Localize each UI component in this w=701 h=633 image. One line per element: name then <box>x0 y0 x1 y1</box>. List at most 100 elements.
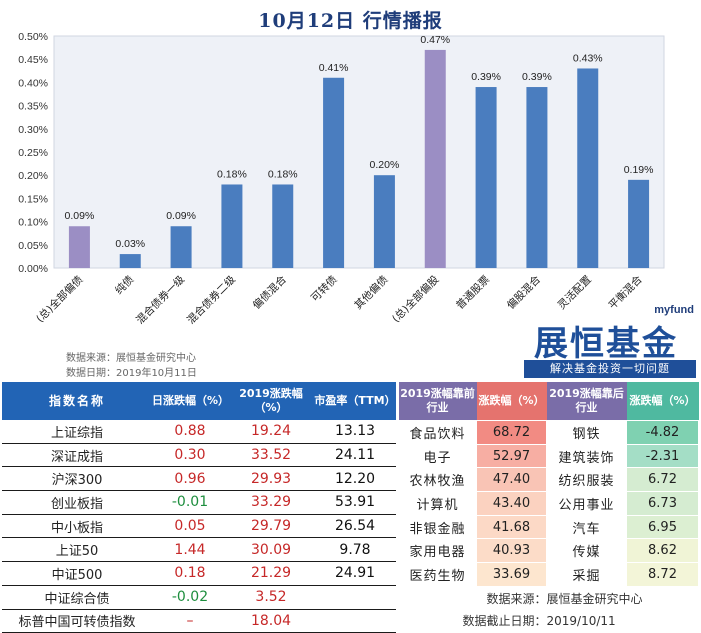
logo-brand-text: 展恒基金 <box>534 324 678 364</box>
index-day-change: 0.18 <box>152 561 228 586</box>
header-ytd-change: 2019涨跌幅（%） <box>228 382 314 420</box>
index-pe <box>314 585 396 610</box>
index-pe: 26.54 <box>314 514 396 539</box>
index-pe <box>314 609 396 633</box>
top-industry-name: 医药生物 <box>398 562 477 587</box>
bar <box>119 254 141 268</box>
bar <box>170 226 192 268</box>
index-name: 创业板指 <box>2 490 152 515</box>
index-name: 中证综合债 <box>2 585 152 610</box>
data-label: 0.41% <box>319 62 349 74</box>
data-label: 0.39% <box>471 71 501 83</box>
y-tick-label: 0.40% <box>18 77 48 89</box>
index-ytd-change: 29.93 <box>228 466 314 492</box>
header-top-change: 涨跌幅（%） <box>476 382 547 421</box>
index-pe: 53.91 <box>314 490 396 515</box>
index-table: 指数名称 日涨跌幅（%） 2019涨跌幅（%） 市盈率（TTM） 上证综指 0.8… <box>2 382 396 633</box>
header-day-change: 日涨跌幅（%） <box>152 382 228 420</box>
header-index-name: 指数名称 <box>2 382 152 420</box>
index-row: 上证综指 0.88 19.24 13.13 <box>2 420 396 444</box>
plot-area <box>53 35 665 269</box>
y-tick-label: 0.35% <box>18 101 48 113</box>
bar <box>475 87 497 268</box>
top-industry-name: 农林牧渔 <box>398 467 477 493</box>
bottom-industry-name: 公用事业 <box>546 491 627 516</box>
data-label: 0.20% <box>370 159 400 171</box>
x-tick-label: 偏债混合 <box>250 273 289 312</box>
data-label: 0.18% <box>268 168 298 180</box>
data-label: 0.18% <box>217 168 247 180</box>
industry-row: 电子 52.97 建筑装饰 -2.31 <box>398 443 699 469</box>
index-day-change: 0.88 <box>152 420 228 444</box>
bar-chart: 0.00% 0.05% 0.10% 0.15% 0.20% 0.25% 0.30% 0.35%… <box>18 32 665 327</box>
index-pe: 12.20 <box>314 466 396 492</box>
index-row: 沪深300 0.96 29.93 12.20 <box>2 466 396 492</box>
top-industry-change: 52.97 <box>476 443 547 469</box>
bottom-industry-name: 建筑装饰 <box>546 443 627 469</box>
bottom-industry-change: 6.73 <box>626 491 699 516</box>
data-label: 0.47% <box>420 34 450 46</box>
industry-source-value: 展恒基金研究中心 <box>546 586 699 610</box>
index-pe: 13.13 <box>314 420 396 444</box>
index-ytd-change: 33.52 <box>228 443 314 468</box>
y-tick-label: 0.30% <box>18 124 48 136</box>
x-tick-label: 混合债券一级 <box>133 273 187 327</box>
bar <box>221 184 243 268</box>
industry-source-label: 数据来源： <box>398 586 547 610</box>
x-tick-label: 混合债券二级 <box>184 273 238 327</box>
bottom-industry-change: 8.72 <box>626 562 699 587</box>
index-ytd-change: 30.09 <box>228 537 314 563</box>
index-name: 沪深300 <box>2 466 152 492</box>
data-label: 0.09% <box>65 210 95 222</box>
y-tick-label: 0.50% <box>18 32 48 43</box>
top-industry-name: 电子 <box>398 443 477 469</box>
data-date-note: 数据日期：2019年10月11日 <box>66 368 197 379</box>
x-tick-label: 其他偏债 <box>352 273 391 312</box>
index-row: 深证成指 0.30 33.52 24.11 <box>2 443 396 468</box>
bar <box>272 184 294 268</box>
x-tick-label: 纯债 <box>112 273 136 297</box>
industry-date-row: 数据截止日期： 2019/10/11 <box>398 609 699 633</box>
logo-slogan: 解决基金投资一切问题 <box>524 360 696 378</box>
index-ytd-change: 29.79 <box>228 514 314 539</box>
index-name: 上证综指 <box>2 420 152 444</box>
top-industry-change: 40.93 <box>476 538 547 564</box>
bottom-industry-name: 汽车 <box>546 514 627 540</box>
logo-myfund-text: myfund <box>654 304 694 316</box>
top-industry-change: 33.69 <box>476 562 547 587</box>
industry-row: 非银金融 41.68 汽车 6.95 <box>398 514 699 540</box>
bottom-industry-change: 8.62 <box>626 538 699 564</box>
brand-logo: myfund 展恒基金 解决基金投资一切问题 <box>514 304 698 382</box>
bar <box>424 49 446 268</box>
data-label: 0.03% <box>115 238 145 250</box>
industry-table: 2019涨幅靠前行业 涨跌幅（%） 2019涨幅靠后行业 涨跌幅（%） 食品饮料… <box>398 382 699 633</box>
top-industry-change: 41.68 <box>476 514 547 540</box>
index-ytd-change: 18.04 <box>228 609 314 633</box>
index-day-change: 0.30 <box>152 443 228 468</box>
bottom-industry-name: 传媒 <box>546 538 627 564</box>
x-tick-label: (总)全部偏债 <box>33 273 85 325</box>
page-title: 10月12日 行情播报 <box>258 10 443 32</box>
industry-row: 家用电器 40.93 传媒 8.62 <box>398 538 699 564</box>
index-name: 中证500 <box>2 561 152 586</box>
bottom-industry-name: 采掘 <box>546 562 627 587</box>
bar <box>323 77 345 268</box>
x-tick-label: 普通股票 <box>453 273 492 312</box>
bottom-industry-change: 6.72 <box>626 467 699 493</box>
top-industry-change: 47.40 <box>476 467 547 493</box>
data-label: 0.09% <box>166 210 196 222</box>
x-tick-label: 可转债 <box>308 273 339 304</box>
index-row: 中小板指 0.05 29.79 26.54 <box>2 514 396 539</box>
top-industry-name: 计算机 <box>398 491 477 516</box>
index-day-change: – <box>152 609 228 633</box>
index-name: 深证成指 <box>2 443 152 468</box>
y-tick-label: 0.05% <box>18 240 48 252</box>
industry-row: 食品饮料 68.72 钢铁 -4.82 <box>398 420 699 445</box>
index-ytd-change: 33.29 <box>228 490 314 515</box>
data-label: 0.39% <box>522 71 552 83</box>
header-top-industry: 2019涨幅靠前行业 <box>398 382 477 421</box>
y-tick-label: 0.15% <box>18 193 48 205</box>
y-tick-label: 0.10% <box>18 217 48 229</box>
y-tick-label: 0.25% <box>18 147 48 159</box>
header-bottom-industry: 2019涨幅靠后行业 <box>546 382 627 421</box>
